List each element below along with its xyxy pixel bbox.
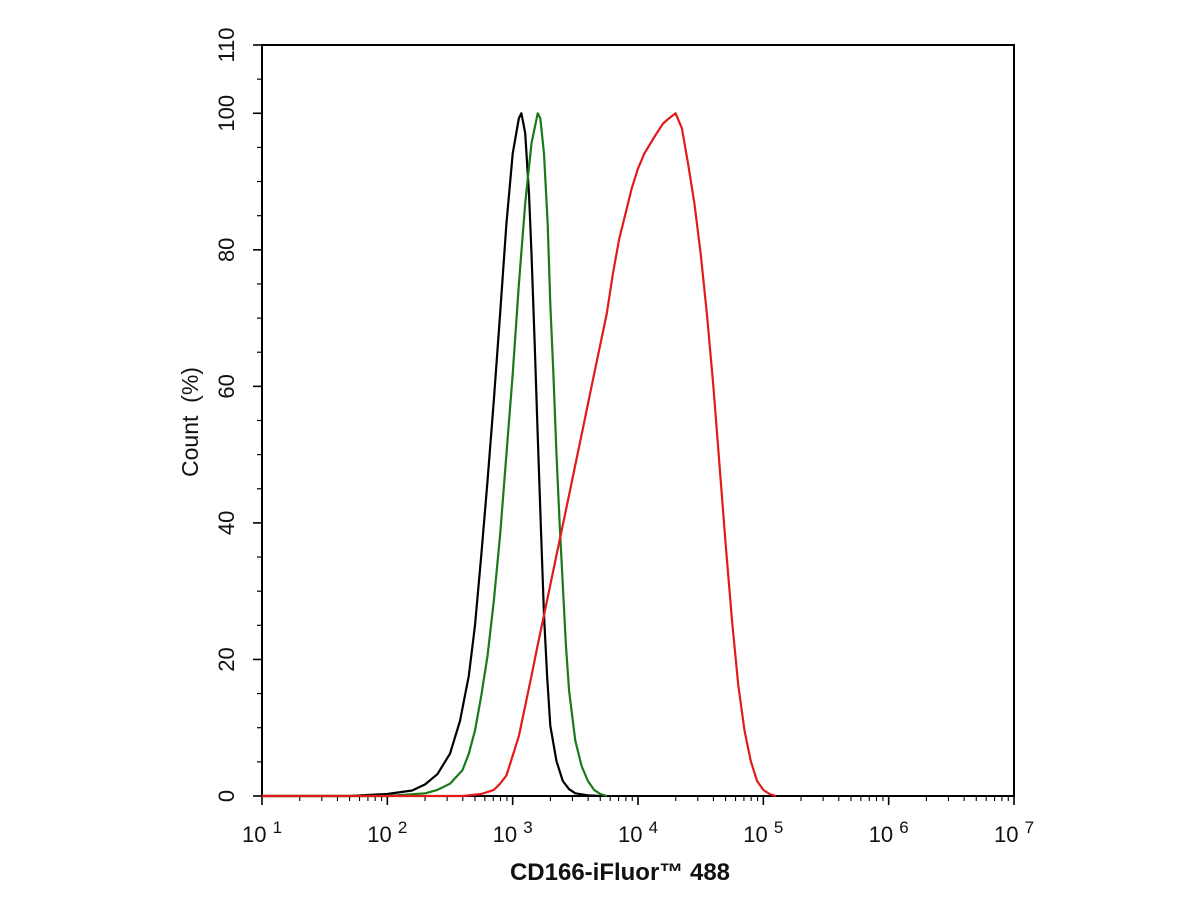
- x-tick-label: 10 4: [618, 818, 658, 847]
- x-axis-ticks: 10 1 10 2 10 3 10 4 10 5 10 6 10 7: [242, 796, 1034, 847]
- x-axis-title: CD166-iFluor™ 488: [510, 859, 730, 886]
- x-tick-label: 10 5: [743, 818, 783, 847]
- y-tick-label: 0: [214, 790, 239, 802]
- y-tick-label: 20: [214, 647, 239, 671]
- x-tick-label: 10 1: [242, 818, 282, 847]
- series-layer: [262, 112, 777, 798]
- x-tick-label: 10 7: [994, 818, 1034, 847]
- y-tick-label: 80: [214, 238, 239, 262]
- x-tick-label: 10 2: [367, 818, 407, 847]
- x-tick-label: 10 6: [869, 818, 909, 847]
- y-tick-label: 110: [214, 27, 239, 62]
- plot-frame: [261, 44, 1015, 797]
- histogram-series-line: [262, 112, 608, 798]
- y-tick-label: 40: [214, 511, 239, 535]
- x-tick-label: 10 3: [493, 818, 533, 847]
- y-tick-label: 100: [214, 95, 239, 132]
- y-tick-label: 60: [214, 374, 239, 398]
- y-axis-ticks: 0 20 40 60 80 100 110: [214, 27, 262, 802]
- histogram-series-line: [262, 112, 601, 798]
- y-axis-title: Count (%): [177, 367, 203, 477]
- histogram-series-line: [262, 112, 777, 798]
